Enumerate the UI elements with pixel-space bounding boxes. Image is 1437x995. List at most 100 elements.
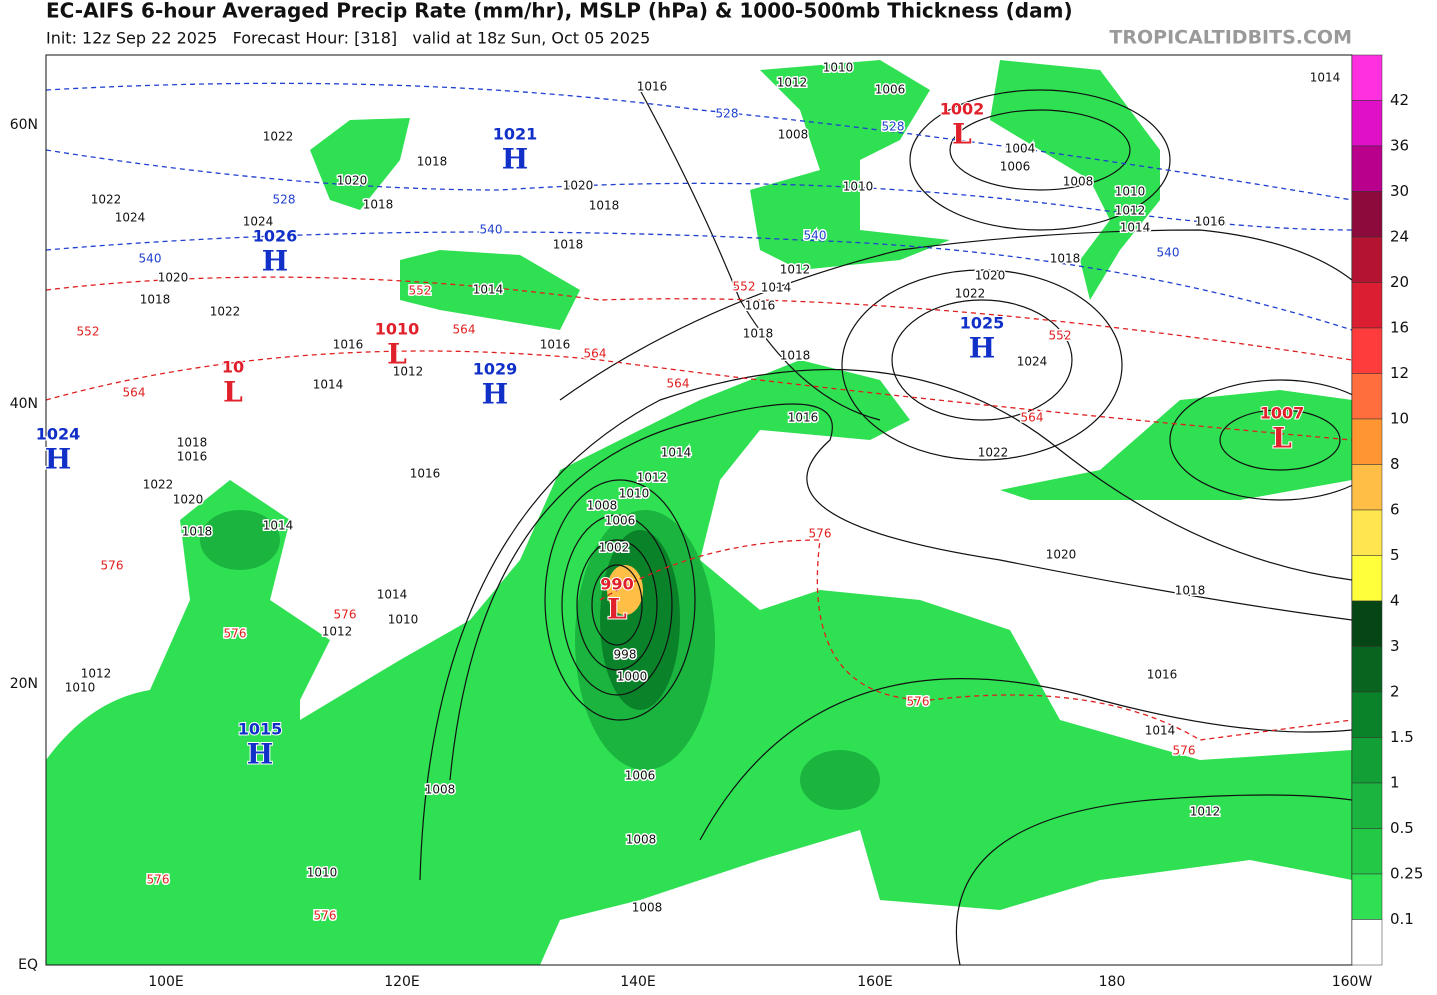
isobar-label: 1012	[81, 667, 112, 681]
lat-label: EQ	[18, 957, 38, 973]
isobar-label: 1022	[210, 305, 241, 319]
center-symbol: L	[387, 338, 407, 371]
thickness-label: 576	[334, 608, 357, 622]
thickness-line	[46, 350, 1352, 441]
precip-area	[46, 480, 330, 965]
isobar-label: 1018	[553, 238, 584, 252]
colorbar-label: 0.25	[1390, 865, 1423, 883]
colorbar-bin	[1351, 54, 1383, 101]
colorbar-label: 12	[1390, 364, 1409, 382]
isobar-label: 1010	[1115, 185, 1146, 199]
colorbar-bin	[1351, 236, 1383, 283]
isobar-label: 1020	[158, 271, 189, 285]
colorbar-bin	[1351, 600, 1383, 647]
center-symbol: L	[223, 376, 243, 409]
lon-label: 100E	[148, 974, 184, 990]
isobar-label: 1016	[637, 80, 668, 94]
isobar-label: 1010	[619, 487, 650, 501]
colorbar-label: 3	[1390, 637, 1400, 655]
colorbar-bin	[1351, 282, 1383, 329]
thickness-label: 540	[139, 252, 162, 266]
thickness-label: 540	[1157, 246, 1180, 260]
isobar-label: 1018	[743, 327, 774, 341]
isobar-label: 1008	[1063, 175, 1094, 189]
isobar-label: 1008	[587, 499, 618, 513]
isobar-label: 1010	[843, 180, 874, 194]
precip-area	[310, 118, 410, 210]
isobar-label: 1014	[1310, 71, 1341, 85]
thickness-label: 540	[480, 223, 503, 237]
colorbar-bin	[1351, 100, 1383, 147]
isobar-label: 1016	[1195, 215, 1226, 229]
center-symbol: H	[262, 245, 288, 278]
center-value: 1024	[36, 425, 81, 444]
isobar-label: 1006	[1000, 160, 1031, 174]
lon-label: 180	[1099, 974, 1126, 990]
thickness-label: 552	[733, 280, 756, 294]
thickness-label: 564	[667, 377, 690, 391]
isobar-label: 1010	[65, 681, 96, 695]
isobar-label: 1016	[788, 411, 819, 425]
lon-label: 160W	[1332, 974, 1373, 990]
isobar-label: 1018	[140, 293, 171, 307]
isobar-label: 1010	[388, 613, 419, 627]
center-value: 1025	[960, 314, 1005, 333]
isobar-label: 1014	[377, 588, 408, 602]
colorbar-label: 36	[1390, 137, 1409, 155]
center-value: 1021	[493, 125, 538, 144]
isobar	[449, 403, 1352, 781]
isobar-label: 1016	[745, 299, 776, 313]
isobar-label: 1022	[955, 287, 986, 301]
isobar-label: 1012	[1115, 204, 1146, 218]
thickness-label: 564	[1021, 411, 1044, 425]
colorbar-bin	[1351, 327, 1383, 374]
isobar-label: 1022	[263, 130, 294, 144]
lon-label: 120E	[384, 974, 420, 990]
colorbar-bin	[1351, 691, 1383, 738]
isobar-label: 1024	[243, 215, 274, 229]
center-symbol: H	[482, 378, 508, 411]
isobar-label: 1012	[777, 76, 808, 90]
precip-core	[607, 565, 643, 615]
thickness-line	[46, 276, 1352, 361]
isobar-label: 1020	[563, 179, 594, 193]
isobar-label: 1014	[1145, 724, 1176, 738]
thickness-label: 564	[123, 386, 146, 400]
thickness-label: 576	[809, 527, 832, 541]
isobar-label: 1002	[599, 541, 630, 555]
thickness-label: 564	[453, 323, 476, 337]
isobar-label: 1012	[780, 263, 811, 277]
isobar-label: 1018	[177, 436, 208, 450]
center-value: 990	[600, 575, 633, 594]
colorbar-bin	[1351, 555, 1383, 602]
colorbar-label: 20	[1390, 273, 1409, 291]
isobar	[841, 269, 1123, 461]
watermark: TROPICALTIDBITS.COM	[1109, 27, 1352, 49]
center-symbol: L	[1272, 422, 1292, 455]
isobar-label: 1020	[975, 269, 1006, 283]
thickness-label: 528	[273, 193, 296, 207]
thickness-label: 564	[584, 347, 607, 361]
colorbar-bin	[1351, 509, 1383, 556]
isobar-label: 1004	[1005, 142, 1036, 156]
colorbar-bin	[1351, 828, 1383, 875]
isobar-label: 1008	[425, 783, 456, 797]
isobar-label: 1012	[393, 365, 424, 379]
center-symbol: H	[247, 738, 273, 771]
colorbar-bin	[1351, 373, 1383, 420]
isobar-label: 1018	[417, 155, 448, 169]
isobar-label: 1018	[589, 199, 620, 213]
colorbar-label: 16	[1390, 319, 1409, 337]
center-symbol: L	[952, 118, 972, 151]
isobar	[591, 564, 643, 646]
isobar-label: 1012	[637, 471, 668, 485]
isobar-label: 1020	[173, 493, 204, 507]
isobar-label: 998	[614, 648, 637, 662]
isobar-label: 1016	[1147, 668, 1178, 682]
colorbar-bin	[1351, 418, 1383, 465]
center-symbol: H	[45, 443, 71, 476]
thickness-line	[46, 231, 1352, 331]
